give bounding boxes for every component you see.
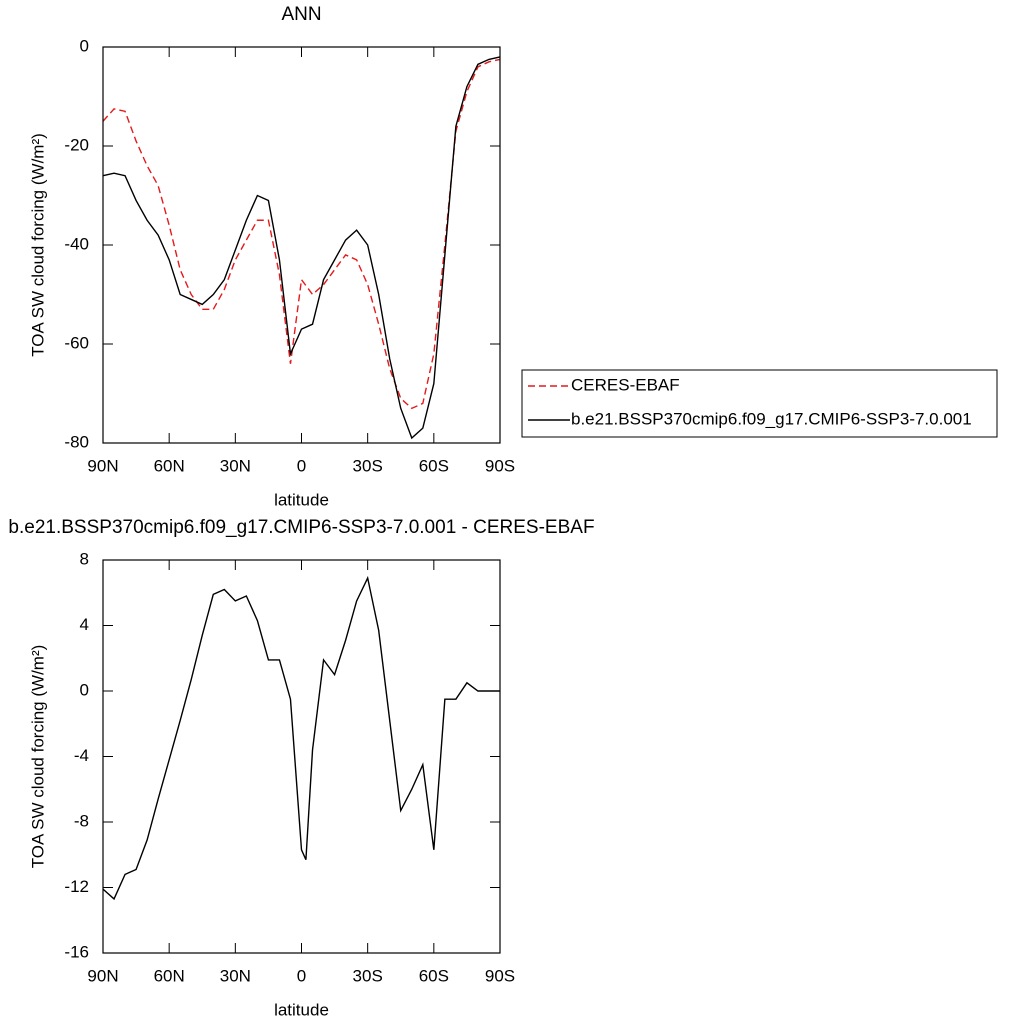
x-tick-label: 30S <box>353 966 383 985</box>
x-tick-label: 90N <box>87 456 118 475</box>
plot-frame <box>102 46 501 444</box>
y-tick-label: 4 <box>80 615 89 634</box>
data-line <box>102 575 500 901</box>
chart-title: ANN <box>281 4 321 25</box>
x-tick-label: 90N <box>87 966 118 985</box>
y-tick-label: 8 <box>80 549 89 568</box>
y-axis-label: TOA SW cloud forcing (W/m²) <box>28 133 47 357</box>
y-tick-label: -40 <box>64 234 89 253</box>
x-tick-label: 30S <box>353 456 383 475</box>
y-tick-label: -80 <box>64 432 89 451</box>
x-tick-label: 60N <box>154 456 185 475</box>
x-tick-label: 90S <box>485 456 515 475</box>
data-line <box>102 56 501 440</box>
legend-label: CERES-EBAF <box>571 375 680 394</box>
y-tick-label: 0 <box>80 680 89 699</box>
plot-frame <box>102 559 501 954</box>
y-tick-label: -60 <box>64 333 89 352</box>
y-tick-label: -4 <box>74 746 89 765</box>
y-tick-label: -20 <box>64 135 89 154</box>
x-tick-label: 30N <box>220 456 251 475</box>
chart-title: b.e21.BSSP370cmip6.f09_g17.CMIP6-SSP3-7.… <box>8 517 594 538</box>
y-tick-label: -16 <box>64 942 89 961</box>
y-tick-label: -12 <box>64 877 89 896</box>
y-axis-label: TOA SW cloud forcing (W/m²) <box>28 645 47 869</box>
y-tick-label: -8 <box>74 811 89 830</box>
x-tick-label: 0 <box>297 456 306 475</box>
x-tick-label: 60N <box>154 966 185 985</box>
data-line <box>102 58 501 410</box>
x-tick-label: 60S <box>419 966 449 985</box>
x-tick-label: 90S <box>485 966 515 985</box>
y-tick-label: 0 <box>80 36 89 55</box>
x-axis-label: latitude <box>274 1000 329 1019</box>
legend-label: b.e21.BSSP370cmip6.f09_g17.CMIP6-SSP3-7.… <box>571 409 972 428</box>
x-tick-label: 60S <box>419 456 449 475</box>
legend-box <box>521 369 998 438</box>
x-axis-label: latitude <box>274 490 329 509</box>
x-tick-label: 30N <box>220 966 251 985</box>
x-tick-label: 0 <box>297 966 306 985</box>
